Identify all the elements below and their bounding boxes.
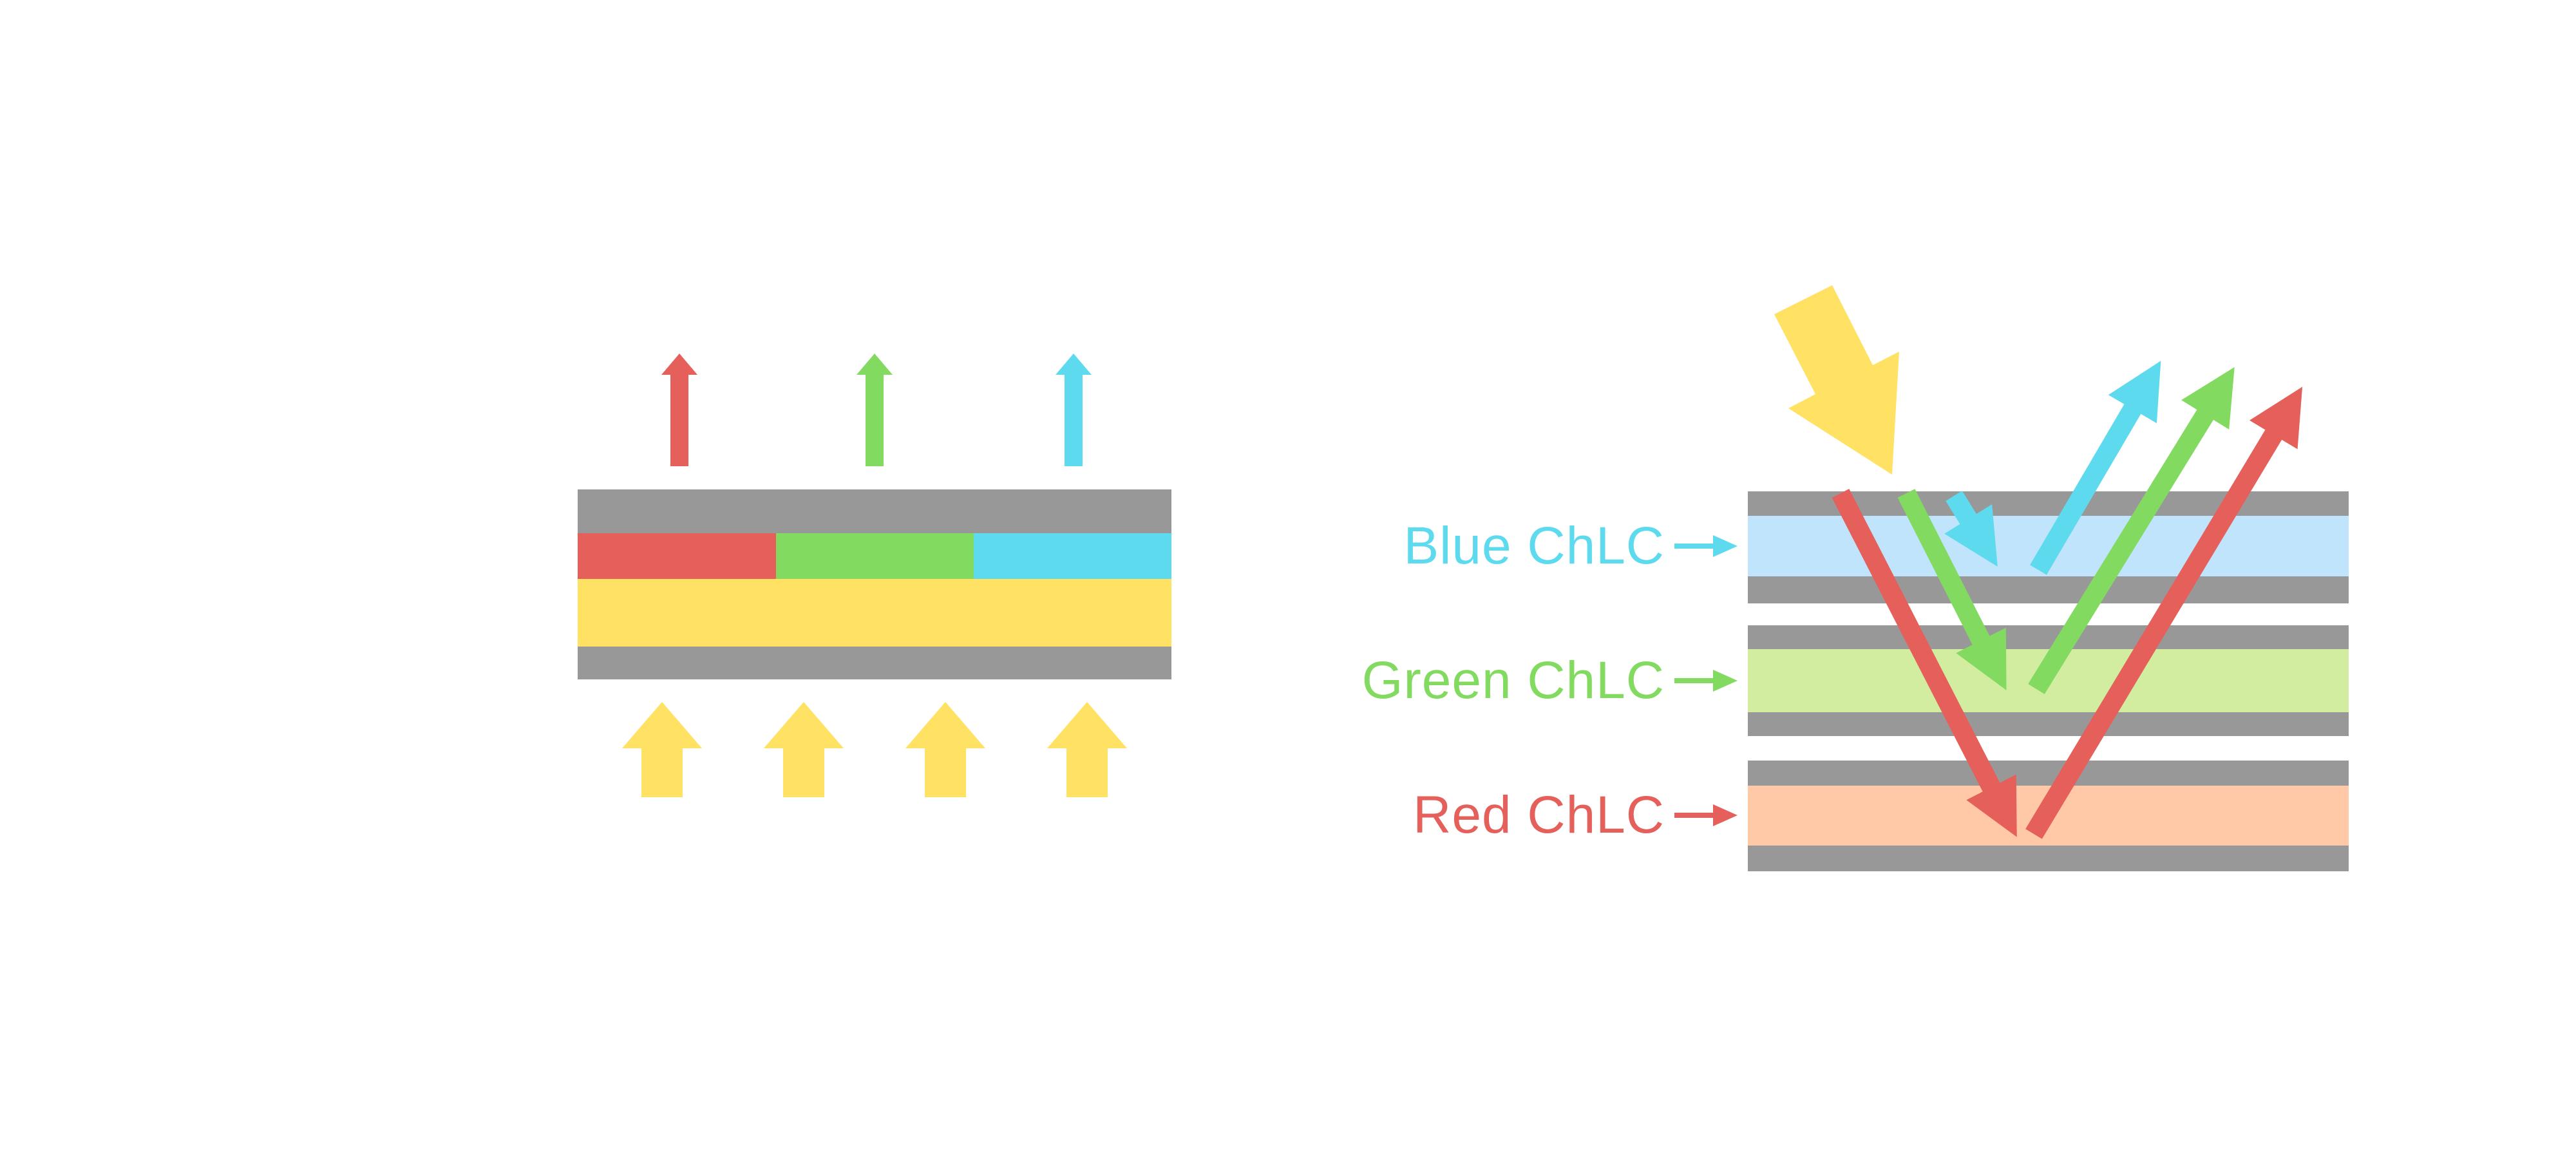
blue-cell-bottom-substrate: [1748, 576, 2349, 603]
green-chlc-label: Green ChLC: [1361, 651, 1665, 710]
left-top-substrate-layer: [578, 489, 1171, 533]
cyan-pixel-segment: [974, 533, 1171, 579]
green-reflected-beam-arrow: [2028, 367, 2235, 694]
red-label-pointer-arrow-icon: [1674, 804, 1738, 826]
green-pixel-segment: [776, 533, 974, 579]
red-emitted-light-arrow-icon: [661, 354, 697, 466]
backlight-up-arrow-icon: [1047, 702, 1127, 797]
red-transmitted-beam-arrow: [1832, 489, 2017, 837]
cyan-transmitted-beam-arrow: [1944, 491, 1998, 567]
blue-label-pointer-head: [1713, 535, 1738, 557]
incident-light-arrow-icon: [1774, 285, 1899, 475]
green-label-pointer-arrow-icon: [1674, 670, 1738, 692]
left-bottom-substrate-layer: [578, 647, 1171, 679]
red-label-pointer-head: [1713, 804, 1738, 826]
backlight-up-arrow-icon: [764, 702, 844, 797]
red-cell-top-substrate: [1748, 761, 2349, 786]
red-chlc-label: Red ChLC: [1413, 786, 1665, 844]
backlight-up-arrow-icon: [622, 702, 702, 797]
backlight-up-arrow-icon: [905, 702, 985, 797]
cyan-emitted-light-arrow-icon: [1056, 354, 1092, 466]
green-emitted-light-arrow-icon: [857, 354, 893, 466]
blue-chlc-label: Blue ChLC: [1403, 516, 1665, 575]
green-label-pointer-head: [1713, 670, 1738, 692]
red-pixel-segment: [578, 533, 776, 579]
cyan-reflected-beam-arrow: [2030, 361, 2161, 575]
backlight-layer: [578, 579, 1171, 647]
green-transmitted-beam-arrow: [1897, 489, 2007, 690]
red-reflected-beam-arrow: [2025, 386, 2303, 839]
green-cell-top-substrate: [1748, 625, 2349, 649]
blue-label-pointer-arrow-icon: [1674, 535, 1738, 557]
green-cell-bottom-substrate: [1748, 712, 2349, 736]
red-cell-bottom-substrate: [1748, 846, 2349, 871]
